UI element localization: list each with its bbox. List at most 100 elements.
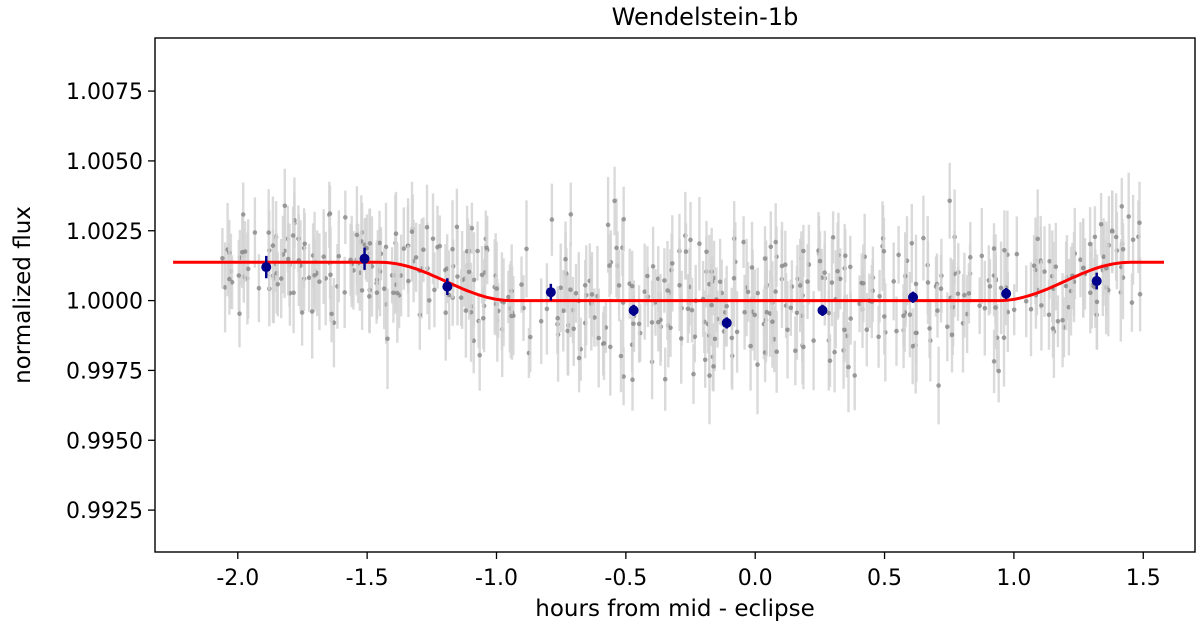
raw-point: [645, 273, 650, 279]
raw-point: [359, 288, 365, 293]
raw-point: [864, 327, 870, 333]
y-tick-label: 1.0050: [66, 150, 143, 175]
x-tick-label: -1.5: [346, 566, 389, 591]
raw-point: [1011, 307, 1017, 313]
raw-point: [406, 278, 411, 284]
raw-point: [374, 290, 380, 296]
raw-point: [291, 290, 296, 296]
raw-point: [601, 341, 607, 346]
raw-point: [558, 285, 563, 291]
raw-point: [936, 383, 941, 388]
binned-point: [261, 262, 272, 273]
raw-point: [1109, 228, 1115, 233]
raw-point: [1047, 259, 1052, 264]
raw-point: [741, 239, 746, 245]
raw-point: [312, 273, 317, 278]
model-layer: [173, 260, 1164, 303]
raw-point: [945, 324, 950, 330]
raw-point: [229, 279, 235, 285]
raw-point: [692, 334, 698, 340]
raw-point: [947, 198, 952, 204]
raw-point: [773, 289, 778, 294]
x-axis-title: hours from mid - eclipse: [535, 596, 814, 622]
raw-point: [549, 217, 555, 222]
model-curve: [173, 260, 1164, 303]
raw-point: [711, 364, 716, 369]
raw-point: [788, 305, 794, 311]
raw-point: [1023, 299, 1029, 304]
raw-point: [477, 352, 483, 358]
raw-point: [383, 244, 389, 250]
raw-point: [982, 305, 988, 311]
raw-point: [367, 241, 373, 246]
raw-point: [1050, 326, 1056, 331]
raw-point: [278, 276, 284, 281]
raw-point: [270, 243, 276, 248]
raw-point: [227, 276, 232, 282]
raw-point: [830, 235, 836, 240]
raw-point: [443, 310, 449, 316]
raw-point: [670, 261, 675, 266]
raw-point: [336, 253, 342, 259]
raw-point: [306, 275, 312, 281]
raw-point: [385, 336, 390, 342]
raw-point: [877, 294, 882, 299]
raw-point: [621, 217, 626, 222]
raw-point: [907, 312, 913, 318]
raw-point: [354, 232, 360, 238]
raw-point: [1028, 306, 1034, 312]
raw-point: [702, 357, 708, 363]
raw-point: [901, 313, 906, 319]
raw-point: [764, 309, 770, 315]
x-tick-label: 1.0: [996, 566, 1031, 591]
raw-point: [685, 306, 691, 312]
raw-point: [827, 358, 833, 364]
x-tick-label: -1.0: [475, 566, 518, 591]
raw-point: [762, 256, 768, 261]
raw-point: [630, 377, 635, 383]
raw-point: [991, 246, 997, 251]
raw-point: [544, 306, 550, 312]
raw-point: [1098, 222, 1104, 227]
raw-point: [689, 307, 695, 313]
raw-point: [896, 252, 901, 258]
raw-point: [430, 236, 436, 242]
raw-point: [829, 280, 835, 285]
raw-point: [239, 249, 245, 255]
raw-point: [582, 283, 588, 288]
raw-point: [935, 308, 940, 313]
raw-point: [709, 302, 714, 308]
raw-point: [437, 243, 443, 249]
raw-point: [704, 249, 709, 255]
raw-point: [774, 349, 779, 355]
raw-point: [729, 335, 735, 341]
raw-point: [321, 254, 327, 259]
raw-point: [817, 258, 823, 264]
raw-point: [793, 348, 798, 354]
raw-point: [1001, 335, 1007, 341]
raw-point: [861, 281, 866, 286]
raw-point: [509, 313, 514, 319]
binned-point: [1091, 276, 1102, 287]
raw-point: [1113, 234, 1119, 240]
raw-point: [805, 279, 810, 284]
raw-point: [256, 285, 262, 291]
raw-point: [555, 315, 560, 321]
raw-point: [612, 198, 617, 204]
raw-point: [927, 326, 932, 331]
raw-point: [949, 332, 955, 338]
raw-point: [882, 314, 887, 319]
raw-point: [977, 303, 982, 309]
raw-point: [925, 280, 931, 285]
raw-point: [266, 230, 272, 235]
raw-point: [797, 283, 803, 288]
raw-point: [656, 319, 661, 325]
raw-point: [801, 248, 806, 254]
raw-point: [835, 268, 840, 274]
raw-point: [401, 246, 407, 251]
raw-point: [616, 283, 622, 288]
raw-point: [1092, 234, 1098, 240]
raw-point: [568, 212, 574, 217]
raw-point: [236, 273, 242, 278]
raw-point: [677, 283, 682, 288]
